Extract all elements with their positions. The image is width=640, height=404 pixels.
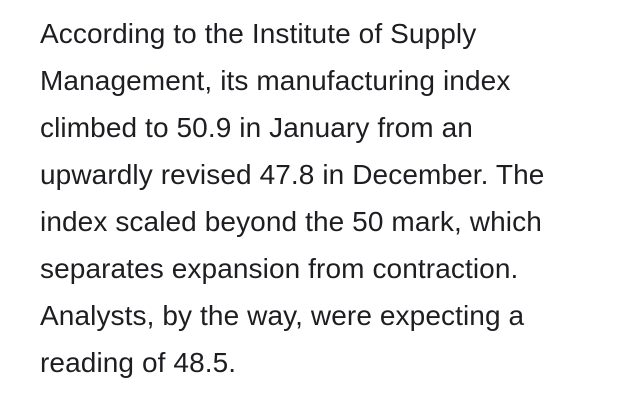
text-line: climbed to 50.9 in January from an [40, 112, 473, 143]
text-line: reading of 48.5. [40, 347, 237, 378]
text-line: separates expansion from contraction. [40, 253, 519, 284]
text-line: upwardly revised 47.8 in December. The [40, 159, 545, 190]
text-line: Analysts, by the way, were expecting a [40, 300, 525, 331]
text-line: index scaled beyond the 50 mark, which [40, 206, 542, 237]
text-line: According to the Institute of Supply [40, 18, 477, 49]
text-line: Management, its manufacturing index [40, 65, 511, 96]
paragraph: According to the Institute of Supply Mana… [40, 10, 544, 386]
